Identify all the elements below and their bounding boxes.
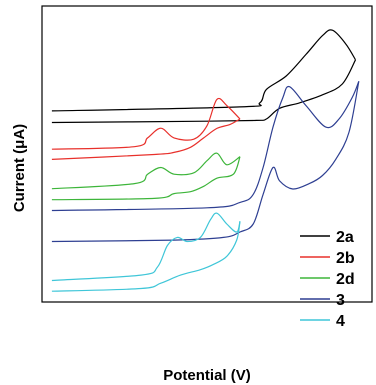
series-4-forward-line <box>51 212 241 282</box>
plot-area-frame <box>41 5 373 303</box>
curves-group <box>51 29 360 292</box>
legend: 2a 2b 2d 3 4 <box>300 229 355 330</box>
legend-label-2d: 2d <box>336 271 355 288</box>
y-axis-label: Current (μA) <box>11 124 28 212</box>
series-3-reverse-line <box>51 81 360 243</box>
legend-label-4: 4 <box>336 313 345 330</box>
series-3-forward-line <box>51 81 360 212</box>
series-2b-reverse-line <box>51 118 241 160</box>
legend-label-2b: 2b <box>336 250 355 267</box>
series-2a-forward-line <box>51 29 357 112</box>
legend-label-2a: 2a <box>336 229 354 246</box>
series-2b-forward-line <box>51 97 241 150</box>
legend-label-3: 3 <box>336 292 345 309</box>
x-axis-label: Potential (V) <box>163 367 251 384</box>
series-2d-forward-line <box>51 152 241 190</box>
series-2a-reverse-line <box>51 59 357 124</box>
series-4-reverse-line <box>51 221 241 292</box>
series-2d-reverse-line <box>51 156 241 201</box>
